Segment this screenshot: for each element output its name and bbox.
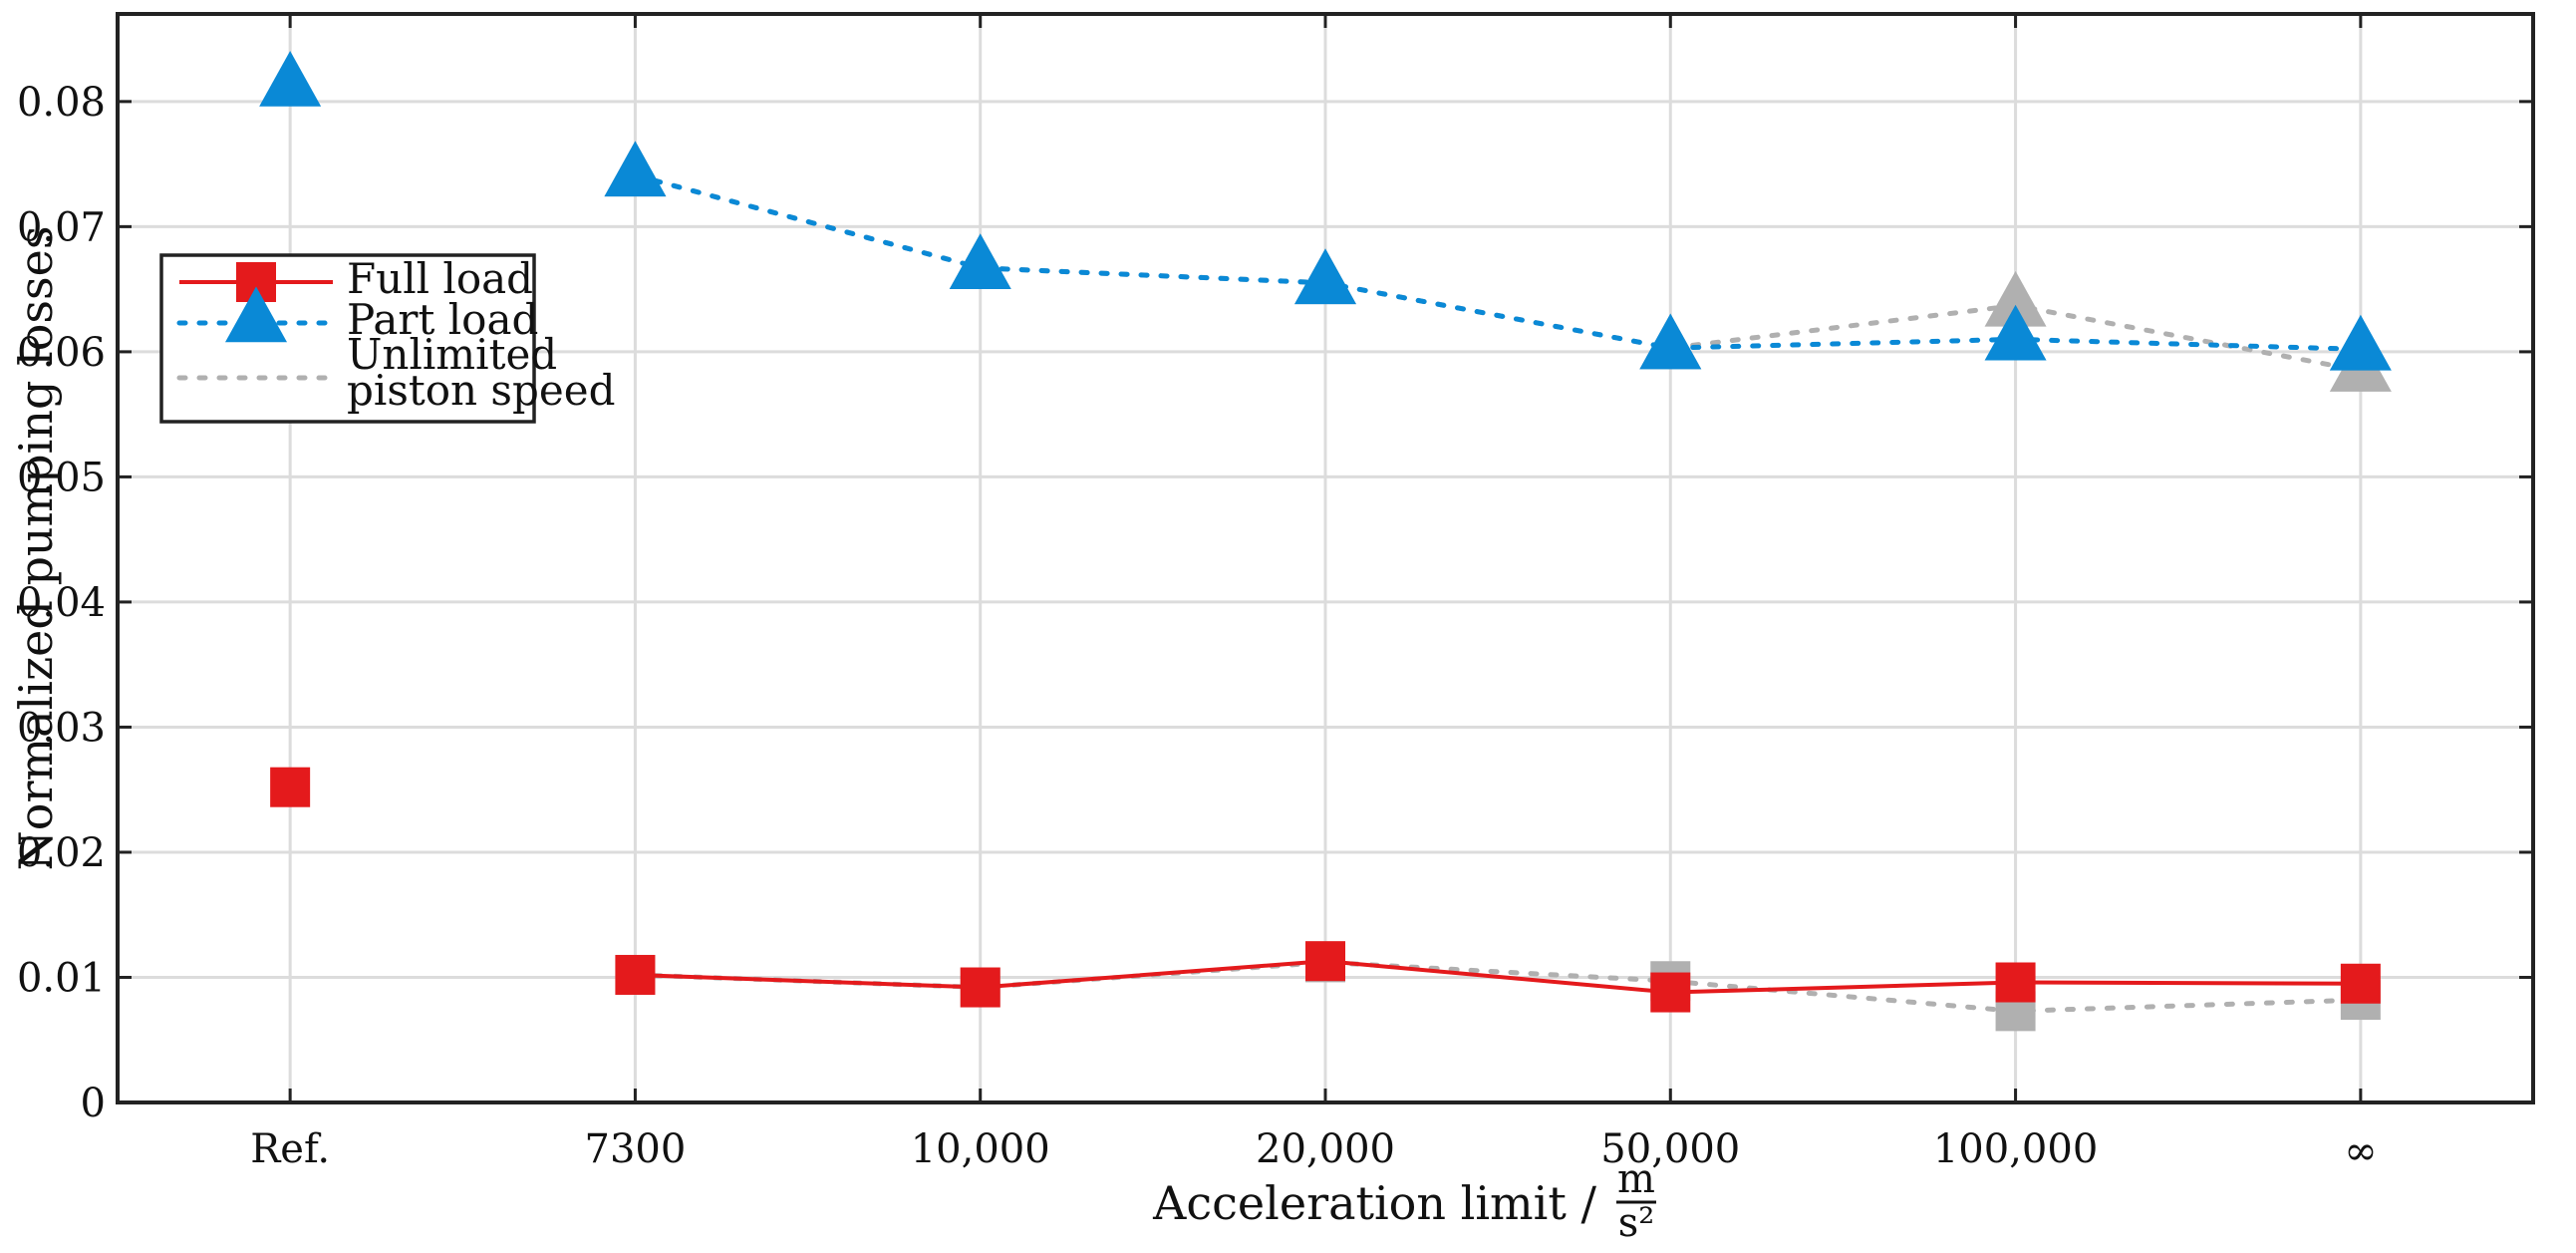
series-layer [259, 50, 2392, 1032]
data-point-square [270, 767, 311, 807]
grid-lines [118, 14, 2533, 1102]
axes-labels: Normalized pumping losses Acceleration l… [9, 14, 2533, 1246]
x-axis-label: Acceleration limit / [1152, 1176, 1596, 1230]
y-tick-label: 0.02 [17, 830, 106, 876]
y-axis-label: Normalized pumping losses [9, 226, 63, 871]
x-tick-label: Ref. [250, 1126, 330, 1172]
y-tick-label: 0.08 [17, 80, 106, 126]
x-tick-label: 50,000 [1600, 1126, 1740, 1172]
data-point-triangle [949, 233, 1011, 290]
legend-label-unlimited-line2: piston speed [347, 366, 615, 415]
legend-label-unlimited-line1: Unlimited [347, 330, 557, 379]
data-point-triangle [1639, 313, 1702, 370]
data-point-square [1995, 962, 2036, 1003]
y-tick-label: 0.03 [17, 705, 106, 751]
series-full-load [270, 767, 2381, 1013]
x-tick-label: ∞ [2344, 1128, 2377, 1174]
data-point-square [2340, 963, 2381, 1004]
data-point-triangle [1294, 248, 1356, 305]
data-point-triangle [259, 50, 322, 107]
legend-label-part-load: Part load [347, 295, 538, 344]
series-part-load [259, 50, 2392, 371]
x-tick-label: 7300 [585, 1126, 687, 1172]
x-tick-label: 100,000 [1933, 1126, 2098, 1172]
x-tick-label: 10,000 [911, 1126, 1050, 1172]
series-line [635, 959, 2361, 995]
y-tick-label: 0.01 [17, 955, 106, 1001]
data-point-triangle [604, 141, 667, 197]
data-point-square [960, 967, 1001, 1008]
legend-label-full-load: Full load [347, 254, 533, 303]
y-tick-label: 0 [81, 1081, 106, 1126]
data-point-triangle [2329, 314, 2392, 371]
x-tick-label: 20,000 [1256, 1126, 1395, 1172]
x-axis-unit-denominator: s² [1618, 1200, 1655, 1246]
legend-marker-triangle [225, 286, 287, 343]
x-axis-unit-numerator: m [1617, 1156, 1655, 1202]
data-point-square [615, 954, 656, 995]
y-tick-label: 0.07 [17, 204, 106, 250]
data-point-square [1650, 972, 1691, 1013]
data-point-triangle [1984, 270, 2047, 327]
series-line [632, 959, 2364, 1014]
y-tick-label: 0.05 [17, 455, 106, 500]
y-tick-label: 0.06 [17, 330, 106, 376]
data-point-triangle [1984, 304, 2047, 361]
y-tick-label: 0.04 [17, 580, 106, 626]
data-point-square [1305, 941, 1345, 982]
series-line [632, 172, 2364, 352]
